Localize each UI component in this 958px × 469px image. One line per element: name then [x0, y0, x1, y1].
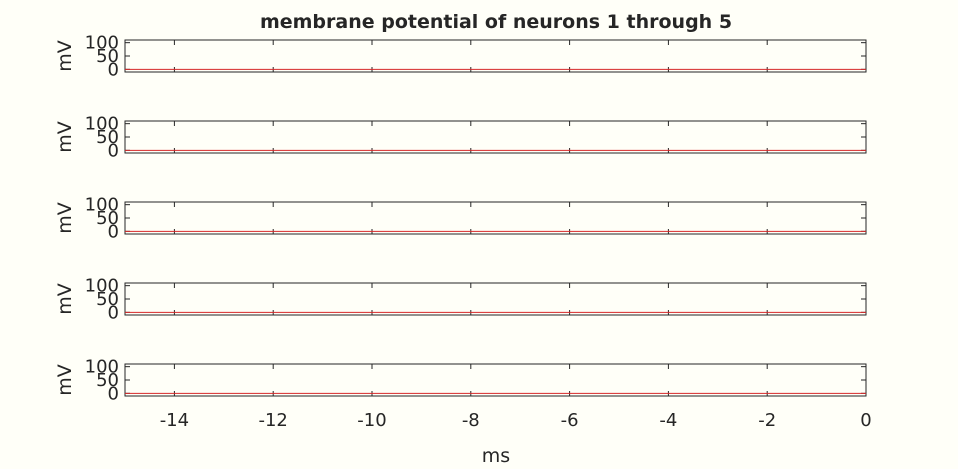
y-axis-label: mV	[54, 121, 76, 153]
y-tick-label: 50	[96, 370, 119, 391]
y-tick-label: 100	[85, 195, 119, 216]
y-tick-label: 0	[108, 383, 119, 404]
x-tick-label: -14	[160, 410, 189, 431]
x-tick-label: -2	[758, 410, 776, 431]
x-tick-label: 0	[860, 410, 871, 431]
x-tick-label: -8	[462, 410, 480, 431]
x-tick-labels: -14 -12 -10 -8 -6 -4 -2 0	[160, 410, 872, 431]
chart-title: membrane potential of neurons 1 through …	[260, 11, 732, 33]
axes-box	[124, 201, 867, 235]
axes-box	[124, 39, 867, 73]
y-tick-label: 100	[85, 114, 119, 135]
y-tick-label: 0	[108, 140, 119, 161]
x-tick-label: -12	[258, 410, 287, 431]
axes-box	[124, 363, 867, 397]
y-tick-label: 0	[108, 302, 119, 323]
y-axis-label: mV	[54, 364, 76, 396]
y-tick-label: 50	[96, 127, 119, 148]
axes-box	[124, 282, 867, 316]
y-axis-label: mV	[54, 202, 76, 234]
x-axis-label: ms	[482, 445, 510, 467]
y-tick-label: 50	[96, 46, 119, 67]
y-axis-label: mV	[54, 283, 76, 315]
y-tick-label: 100	[85, 357, 119, 378]
y-tick-label: 100	[85, 33, 119, 54]
x-tick-label: -4	[659, 410, 677, 431]
y-tick-label: 100	[85, 276, 119, 297]
x-tick-label: -6	[561, 410, 579, 431]
y-tick-label: 50	[96, 289, 119, 310]
y-tick-label: 50	[96, 208, 119, 229]
x-tick-label: -10	[357, 410, 386, 431]
y-tick-label: 0	[108, 59, 119, 80]
y-tick-label: 0	[108, 221, 119, 242]
axes-box	[124, 120, 867, 154]
y-axis-label: mV	[54, 40, 76, 72]
